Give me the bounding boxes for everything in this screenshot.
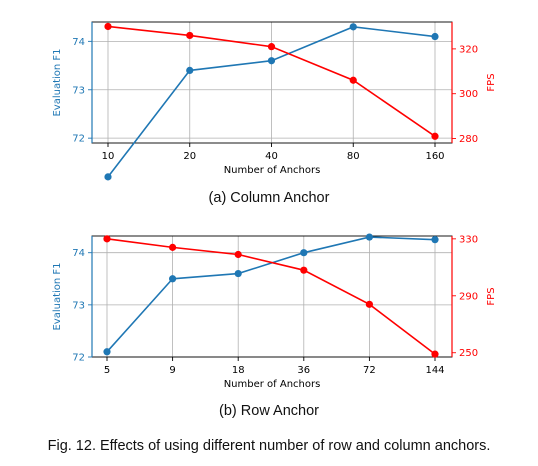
data-point-right: [104, 22, 112, 31]
data-point-right: [234, 250, 242, 259]
chart-1: 5 9 18 36 72 144 Number of Anchors 72 73 74 Evalua…: [52, 233, 497, 390]
x-tick-label: 160: [425, 151, 444, 162]
data-point-left: [431, 236, 439, 244]
right-y-tick-label: 250: [459, 348, 478, 359]
series-line-left: [106, 236, 436, 353]
data-point-right: [300, 266, 308, 274]
x-tick-label: 72: [363, 365, 376, 376]
data-point-left: [365, 233, 373, 241]
right-y-axis-label: FPS: [486, 287, 497, 305]
data-point-left: [349, 23, 357, 31]
right-y-tick-label: 330: [459, 234, 478, 245]
x-tick-label: 80: [347, 151, 360, 162]
data-point-left: [169, 275, 177, 283]
right-y-tick-label: 280: [459, 134, 478, 145]
chart-a-caption: (a) Column Anchor: [208, 190, 330, 206]
right-y-tick-label: 300: [459, 89, 478, 100]
x-tick-label: 40: [265, 151, 278, 162]
data-point-left: [104, 173, 112, 181]
plot-frame: [91, 235, 453, 358]
x-tick-label: 5: [104, 365, 110, 376]
data-point-right: [103, 235, 111, 243]
left-y-tick-label: 74: [72, 248, 85, 259]
chart-0: 10 20 40 80 160 Number of Anchors 72 73 74 Evalua…: [52, 21, 497, 181]
data-point-right: [431, 132, 439, 140]
x-tick-label: 36: [297, 365, 310, 376]
data-point-left: [300, 249, 308, 257]
plot-frame: [91, 21, 453, 144]
left-y-tick-label: 74: [72, 37, 85, 48]
right-y-tick-label: 320: [459, 44, 478, 55]
left-y-axis-label: Evaluation F1: [52, 262, 63, 330]
data-point-right: [349, 76, 357, 84]
left-y-tick-label: 72: [72, 353, 85, 364]
data-point-left: [234, 269, 242, 278]
x-tick-label: 144: [425, 365, 444, 376]
x-axis-label: Number of Anchors: [224, 379, 321, 390]
x-tick-label: 10: [102, 151, 115, 162]
x-tick-label: 9: [169, 365, 175, 376]
data-point-right: [431, 350, 439, 358]
data-point-left: [267, 57, 276, 65]
left-y-tick-label: 72: [72, 134, 85, 145]
data-point-left: [103, 348, 111, 356]
left-y-axis-label: Evaluation F1: [52, 48, 63, 116]
right-y-tick-label: 290: [459, 291, 478, 302]
left-y-tick-label: 73: [72, 300, 85, 311]
data-point-left: [186, 66, 194, 74]
x-axis-label: Number of Anchors: [224, 165, 321, 176]
x-tick-label: 20: [183, 151, 196, 162]
x-tick-label: 18: [232, 365, 245, 376]
data-point-right: [267, 43, 276, 51]
left-y-tick-label: 73: [72, 85, 85, 96]
data-point-right: [169, 243, 177, 251]
data-point-left: [431, 32, 439, 41]
figure-caption: Fig. 12. Effects of using different numb…: [47, 438, 491, 454]
series-line-right: [106, 238, 436, 355]
chart-b-caption: (b) Row Anchor: [219, 403, 319, 419]
right-y-axis-label: FPS: [486, 73, 497, 91]
data-point-right: [186, 31, 194, 40]
data-point-right: [365, 300, 373, 308]
